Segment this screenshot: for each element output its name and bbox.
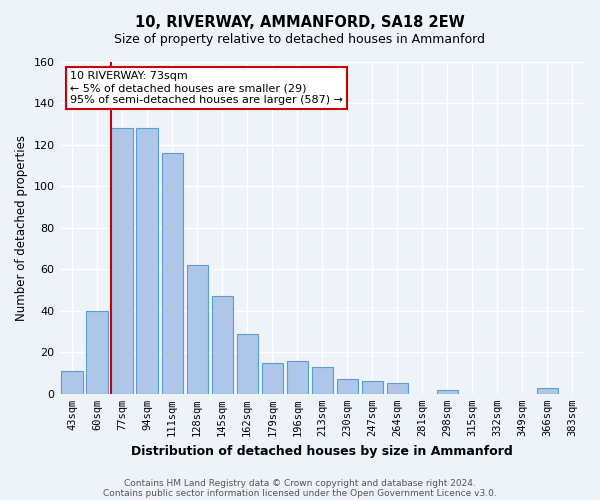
Bar	[262, 362, 283, 394]
Bar	[161, 153, 183, 394]
Y-axis label: Number of detached properties: Number of detached properties	[15, 134, 28, 320]
Text: Contains HM Land Registry data © Crown copyright and database right 2024.: Contains HM Land Registry data © Crown c…	[124, 478, 476, 488]
Bar	[236, 334, 258, 394]
Bar	[212, 296, 233, 394]
Bar	[187, 265, 208, 394]
Bar	[337, 380, 358, 394]
Bar	[136, 128, 158, 394]
Bar	[387, 384, 408, 394]
Bar	[112, 128, 133, 394]
Bar	[61, 371, 83, 394]
Bar	[537, 388, 558, 394]
Text: Contains public sector information licensed under the Open Government Licence v3: Contains public sector information licen…	[103, 488, 497, 498]
Text: 10, RIVERWAY, AMMANFORD, SA18 2EW: 10, RIVERWAY, AMMANFORD, SA18 2EW	[135, 15, 465, 30]
Bar	[437, 390, 458, 394]
Text: 10 RIVERWAY: 73sqm
← 5% of detached houses are smaller (29)
95% of semi-detached: 10 RIVERWAY: 73sqm ← 5% of detached hous…	[70, 72, 343, 104]
Bar	[362, 382, 383, 394]
Bar	[86, 310, 108, 394]
X-axis label: Distribution of detached houses by size in Ammanford: Distribution of detached houses by size …	[131, 444, 513, 458]
Text: Size of property relative to detached houses in Ammanford: Size of property relative to detached ho…	[115, 32, 485, 46]
Bar	[287, 360, 308, 394]
Bar	[311, 367, 333, 394]
